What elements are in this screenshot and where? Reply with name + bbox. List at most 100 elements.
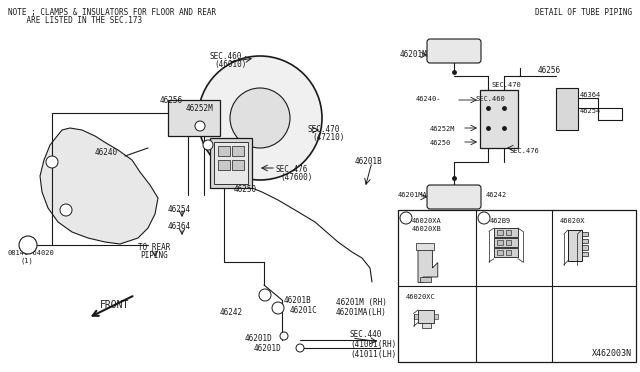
Bar bbox=[582, 238, 588, 243]
Bar bbox=[582, 232, 588, 236]
Circle shape bbox=[230, 88, 290, 148]
Text: 46256: 46256 bbox=[160, 96, 183, 105]
Text: d: d bbox=[198, 125, 202, 131]
Text: SEC.476: SEC.476 bbox=[510, 148, 540, 154]
FancyBboxPatch shape bbox=[427, 185, 481, 209]
Bar bbox=[497, 250, 502, 255]
Circle shape bbox=[195, 121, 205, 131]
Bar bbox=[232, 146, 244, 156]
Bar bbox=[506, 250, 511, 255]
Circle shape bbox=[46, 156, 58, 168]
Text: 46254: 46254 bbox=[168, 205, 191, 214]
Text: a: a bbox=[65, 209, 68, 215]
Bar bbox=[168, 100, 220, 136]
Text: 46020XA: 46020XA bbox=[412, 218, 442, 224]
Bar bbox=[494, 248, 518, 257]
Text: (41011(LH): (41011(LH) bbox=[350, 350, 396, 359]
Bar bbox=[434, 314, 438, 319]
Circle shape bbox=[198, 56, 322, 180]
Circle shape bbox=[280, 332, 288, 340]
Text: SEC.440: SEC.440 bbox=[350, 330, 382, 339]
Text: 46242: 46242 bbox=[486, 192, 508, 198]
Text: a: a bbox=[404, 218, 408, 222]
Bar bbox=[218, 160, 230, 170]
Bar bbox=[480, 90, 518, 148]
Bar bbox=[214, 142, 248, 184]
Text: a: a bbox=[264, 295, 267, 299]
Text: 46020XB: 46020XB bbox=[412, 226, 442, 232]
Bar bbox=[506, 230, 511, 235]
Text: TO REAR: TO REAR bbox=[138, 243, 170, 252]
Circle shape bbox=[296, 344, 304, 352]
Text: 46020XC: 46020XC bbox=[406, 294, 436, 300]
Text: (46010): (46010) bbox=[214, 60, 246, 69]
Text: 46201M (RH): 46201M (RH) bbox=[336, 298, 387, 307]
Text: 46240: 46240 bbox=[95, 148, 118, 157]
Text: 46020X: 46020X bbox=[560, 218, 586, 224]
Text: (47600): (47600) bbox=[280, 173, 312, 182]
Text: 46364: 46364 bbox=[168, 222, 191, 231]
Bar bbox=[556, 88, 578, 130]
Text: 46240-: 46240- bbox=[416, 96, 442, 102]
Polygon shape bbox=[418, 250, 438, 282]
Text: FRONT: FRONT bbox=[100, 300, 129, 310]
Text: 46201MA(LH): 46201MA(LH) bbox=[336, 308, 387, 317]
Bar bbox=[506, 240, 511, 245]
Text: SEC.476: SEC.476 bbox=[276, 165, 308, 174]
Text: a: a bbox=[483, 218, 486, 222]
Bar bbox=[210, 138, 252, 188]
Text: X462003N: X462003N bbox=[592, 349, 632, 358]
Text: 46256: 46256 bbox=[538, 66, 561, 75]
Text: 46250: 46250 bbox=[430, 140, 451, 146]
Text: 46201C: 46201C bbox=[290, 306, 317, 315]
FancyBboxPatch shape bbox=[427, 39, 481, 63]
Text: 46201M: 46201M bbox=[400, 50, 428, 59]
Bar bbox=[497, 230, 502, 235]
Text: NOTE ; CLAMPS & INSULATORS FOR FLOOR AND REAR: NOTE ; CLAMPS & INSULATORS FOR FLOOR AND… bbox=[8, 8, 216, 17]
Bar bbox=[494, 238, 518, 247]
Text: a: a bbox=[51, 161, 54, 167]
Text: SEC.460: SEC.460 bbox=[210, 52, 243, 61]
Text: 46201B: 46201B bbox=[355, 157, 383, 166]
Circle shape bbox=[19, 236, 37, 254]
Text: 46254: 46254 bbox=[580, 108, 601, 114]
Text: SEC.470: SEC.470 bbox=[308, 125, 340, 134]
Text: (47210): (47210) bbox=[312, 133, 344, 142]
Bar bbox=[568, 230, 582, 261]
Circle shape bbox=[272, 302, 284, 314]
Text: 46201MA: 46201MA bbox=[398, 192, 428, 198]
Bar bbox=[494, 228, 518, 237]
Bar bbox=[582, 245, 588, 250]
Text: 46250: 46250 bbox=[234, 185, 257, 194]
Circle shape bbox=[203, 140, 213, 150]
Bar bbox=[398, 210, 636, 362]
Text: 462B9: 462B9 bbox=[490, 218, 511, 224]
Text: 46201D: 46201D bbox=[245, 334, 273, 343]
Bar bbox=[416, 243, 434, 250]
Text: a: a bbox=[276, 308, 280, 312]
Text: SEC.470: SEC.470 bbox=[492, 82, 522, 88]
Text: 46252M: 46252M bbox=[186, 104, 214, 113]
Text: 46201B: 46201B bbox=[284, 296, 312, 305]
Bar bbox=[497, 240, 502, 245]
Text: 08146-64020: 08146-64020 bbox=[8, 250, 55, 256]
Text: SEC.460: SEC.460 bbox=[476, 96, 506, 102]
Text: d: d bbox=[206, 144, 210, 150]
Bar bbox=[422, 323, 431, 328]
Bar bbox=[582, 252, 588, 256]
Text: 46201D: 46201D bbox=[254, 344, 282, 353]
Circle shape bbox=[60, 204, 72, 216]
Polygon shape bbox=[40, 128, 158, 244]
Bar bbox=[415, 314, 418, 319]
Text: 46364: 46364 bbox=[580, 92, 601, 98]
Text: (1): (1) bbox=[20, 258, 33, 264]
Text: ARE LISTED IN THE SEC.173: ARE LISTED IN THE SEC.173 bbox=[8, 16, 142, 25]
Circle shape bbox=[259, 289, 271, 301]
Bar bbox=[418, 310, 434, 323]
Text: DETAIL OF TUBE PIPING: DETAIL OF TUBE PIPING bbox=[535, 8, 632, 17]
Text: 46242: 46242 bbox=[220, 308, 243, 317]
Bar bbox=[232, 160, 244, 170]
Text: 46252M: 46252M bbox=[430, 126, 456, 132]
Bar bbox=[420, 277, 431, 282]
Circle shape bbox=[478, 212, 490, 224]
